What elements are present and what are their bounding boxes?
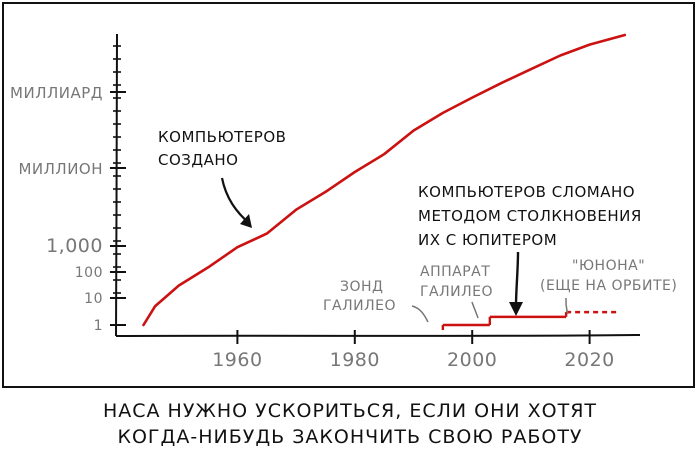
leader-galileo-probe xyxy=(411,305,429,323)
annotation-destroyed-line1: КОМПЬЮТЕРОВ СЛОМАНО xyxy=(418,183,635,201)
y-tick-label: 1,000 xyxy=(46,235,103,257)
built-series-line xyxy=(142,33,627,327)
leader-galileo-craft xyxy=(471,301,479,319)
note-juno-line1: "ЮНОНА" xyxy=(572,258,645,274)
caption-line1: НАСА НУЖНО УСКОРИТЬСЯ, ЕСЛИ ОНИ ХОТЯТ xyxy=(102,400,598,422)
arrow-destroyed xyxy=(514,251,520,307)
note-galileo-probe-line1: ЗОНД xyxy=(340,279,383,295)
arrow-built xyxy=(220,177,251,225)
y-axis xyxy=(115,33,118,337)
comic-panel xyxy=(2,2,695,388)
y-tick-label: МИЛЛИОН xyxy=(18,160,103,178)
x-tick-label: 2000 xyxy=(447,349,497,371)
chart: 1 10 100 1,000 МИЛЛИОН МИЛЛИАРД 1960 1980 2000 2… xyxy=(10,33,677,371)
x-ticks: 1960 1980 2000 2020 xyxy=(212,330,614,371)
y-ticks: 1 10 100 1,000 МИЛЛИОН МИЛЛИАРД xyxy=(10,84,126,334)
y-tick-label: 1 xyxy=(94,318,103,334)
x-tick-label: 2020 xyxy=(564,349,614,371)
note-juno-line2: (ЕЩЕ НА ОРБИТЕ) xyxy=(540,278,677,294)
leader-juno xyxy=(565,297,569,315)
arrowhead-built xyxy=(240,214,252,228)
caption-line2: КОГДА-НИБУДЬ ЗАКОНЧИТЬ СВОЮ РАБОТУ xyxy=(117,426,583,448)
y-minor-ticks xyxy=(113,45,121,294)
annotation-destroyed-line2: МЕТОДОМ СТОЛКНОВЕНИЯ xyxy=(418,207,642,225)
y-tick-label: 10 xyxy=(84,291,103,307)
arrowhead-destroyed xyxy=(509,302,523,316)
note-galileo-probe-line2: ГАЛИЛЕО xyxy=(323,298,396,314)
x-tick-label: 1980 xyxy=(330,349,380,371)
note-galileo-craft-line2: ГАЛИЛЕО xyxy=(420,284,493,300)
note-galileo-craft-line1: АППАРАТ xyxy=(420,264,490,280)
destroyed-series-lines xyxy=(441,310,619,330)
y-tick-label: 100 xyxy=(75,265,103,281)
y-tick-label: МИЛЛИАРД xyxy=(10,84,103,102)
annotation-destroyed-line3: ИХ С ЮПИТЕРОМ xyxy=(418,231,557,249)
annotation-built-line2: СОЗДАНО xyxy=(158,151,238,169)
annotation-built-line1: КОМПЬЮТЕРОВ xyxy=(158,128,286,146)
x-tick-label: 1960 xyxy=(212,349,262,371)
x-axis xyxy=(115,334,641,337)
